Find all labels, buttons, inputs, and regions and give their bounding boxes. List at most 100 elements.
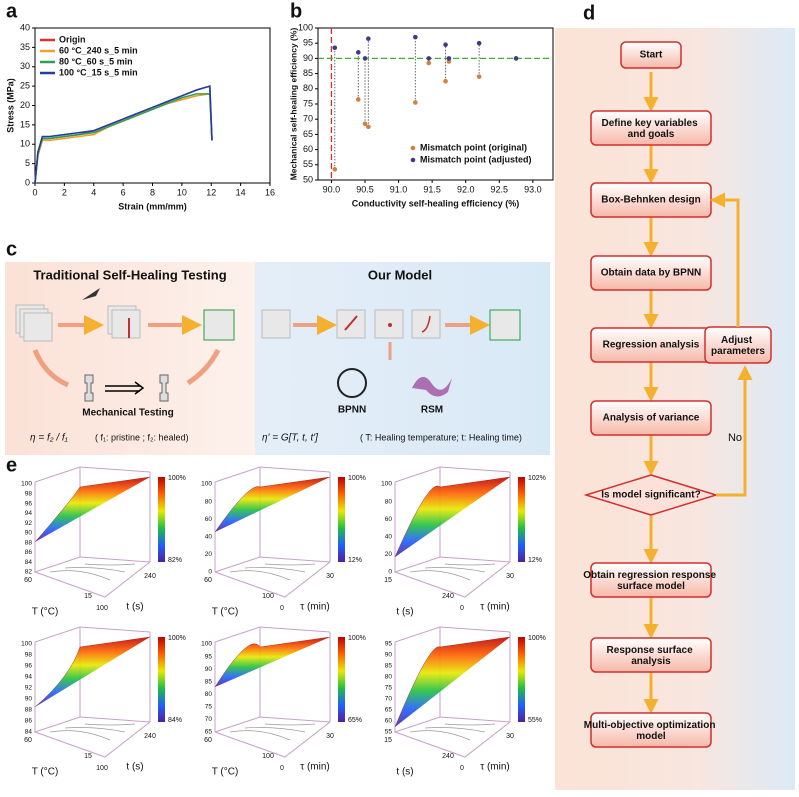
z-tick-label: 60 [385, 516, 393, 523]
y-tick-label: 90 [303, 53, 313, 63]
y-tick-label: 100 [298, 22, 313, 32]
z-tick-label: 95 [205, 653, 213, 660]
legend-label: 60 °C_240 s_5 min [59, 45, 138, 55]
colorbar-label: 12% [348, 557, 362, 564]
tick-label: 240 [144, 733, 156, 740]
colorbar [158, 477, 165, 562]
process [590, 712, 712, 748]
legend-swatch [410, 157, 416, 163]
x-tick-label: 6 [121, 187, 126, 197]
axis-label: τ (min) [480, 602, 510, 613]
tick-label: 60 [204, 577, 212, 584]
tick-label: 0 [460, 605, 464, 612]
z-tick-label: 40 [205, 534, 213, 541]
z-tick-label: 40 [385, 534, 393, 541]
line [34, 93, 213, 184]
surface [214, 636, 331, 688]
z-tick-label: 20 [205, 551, 213, 558]
z-tick-label: 55 [385, 729, 393, 736]
box [394, 466, 511, 598]
formula: η = f₂ / f₁ [30, 433, 68, 444]
node-label: Box-Behnken design [601, 195, 700, 206]
y-tick-label: 60 [303, 144, 313, 154]
z-tick-label: 84 [25, 729, 33, 736]
z-tick-label: 94 [25, 510, 33, 517]
line [34, 85, 213, 184]
c-right-bg [255, 262, 550, 455]
axis-label: T (°C) [212, 767, 239, 778]
specimen [159, 374, 169, 402]
x-tick-label: 91.5 [423, 184, 441, 194]
process [590, 400, 712, 436]
tick-label: 15 [84, 753, 92, 760]
tick-label: 240 [442, 753, 454, 760]
axis-label: T (°C) [32, 607, 59, 618]
process [620, 41, 682, 69]
crack [388, 323, 392, 327]
tick-label: 60 [204, 737, 212, 744]
point [362, 56, 368, 61]
tick-label: 60 [24, 577, 32, 584]
process [590, 110, 712, 146]
y-tick-label: 15 [20, 119, 30, 129]
point [476, 74, 482, 79]
z-tick-label: 92 [25, 520, 33, 527]
legend-label: Mismatch point (adjusted) [420, 154, 532, 164]
z-tick-label: 100 [21, 481, 32, 488]
sample [111, 309, 141, 339]
z-tick-label: 86 [25, 549, 33, 556]
z-tick-label: 65 [385, 707, 393, 714]
y-tick-label: 20 [20, 100, 30, 110]
legend-label: Mismatch point (original) [420, 142, 527, 152]
surface [34, 636, 151, 708]
node-label: Regression analysis [603, 340, 700, 351]
flow-arrow [710, 192, 740, 327]
node-label: Start [640, 50, 663, 61]
axis-label: t (s) [396, 767, 413, 778]
point [426, 60, 432, 66]
box [34, 466, 151, 598]
colorbar-label: 100% [348, 475, 366, 482]
label: Mechanical Testing [82, 408, 174, 419]
tick-label: 60 [24, 737, 32, 744]
colorbar-label: 65% [348, 717, 362, 724]
node-label: Obtain regression response surface model [583, 570, 719, 592]
contour [229, 723, 316, 741]
y-tick-label: 35 [20, 42, 30, 52]
colorbar [338, 637, 345, 722]
node-label: Response surface analysis [607, 645, 696, 667]
x-tick-label: 10 [177, 187, 187, 197]
z-tick-label: 80 [205, 691, 213, 698]
z-tick-label: 92 [25, 685, 33, 692]
tick-label: 100 [262, 753, 274, 760]
colorbar-label: 55% [528, 717, 542, 724]
box [214, 626, 331, 758]
legend-swatch [410, 145, 416, 151]
panel-label: d [583, 2, 595, 24]
axis-label: τ (min) [480, 762, 510, 773]
decision [583, 474, 719, 516]
node-label: Analysis of variance [603, 413, 700, 424]
crack [421, 315, 431, 333]
formula: η' = G[T, t, t'] [262, 433, 318, 444]
node-label: Is model significant? [601, 490, 700, 501]
z-tick-label: 88 [25, 539, 33, 546]
axis-label: t (s) [396, 607, 413, 618]
panel-label: c [6, 238, 17, 260]
axis-label: t (s) [126, 762, 143, 773]
point [332, 45, 338, 51]
x-tick-label: 16 [265, 187, 275, 197]
box [34, 626, 151, 758]
z-tick-label: 88 [25, 707, 33, 714]
y-tick-label: 25 [20, 81, 30, 91]
contour [229, 563, 316, 581]
x-tick-label: 0 [32, 187, 37, 197]
point [355, 50, 361, 55]
point [443, 42, 448, 48]
z-tick-label: 98 [25, 652, 33, 659]
z-tick-label: 60 [385, 718, 393, 725]
x-axis-label: Conductivity self-healing efficiency (%) [352, 198, 520, 208]
colorbar [338, 477, 345, 562]
section-title: Our Model [368, 267, 432, 282]
